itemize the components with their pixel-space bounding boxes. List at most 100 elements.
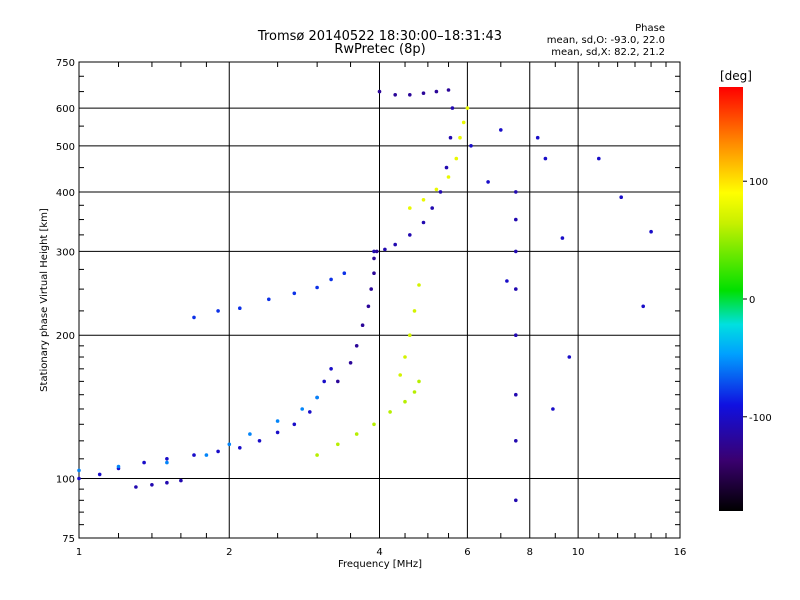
x-tick-label: 2 <box>226 547 232 558</box>
gridlines <box>79 62 680 538</box>
echo-point <box>192 453 196 457</box>
echo-point <box>649 229 653 234</box>
echo-point <box>275 430 280 435</box>
echo-point <box>354 432 359 436</box>
x-tick-labels: 1 2 4 6 8 10 16 <box>76 547 687 558</box>
echo-point <box>165 480 169 485</box>
echo-point <box>366 304 371 309</box>
echo-point <box>514 498 518 503</box>
echo-point <box>372 249 376 254</box>
echo-point <box>438 190 443 194</box>
x-tick-label: 10 <box>572 547 585 558</box>
echo-point <box>398 373 403 377</box>
echo-point <box>192 315 196 320</box>
echo-point <box>216 309 220 313</box>
echo-points <box>77 88 653 503</box>
minor-ticks <box>79 62 680 538</box>
x-tick-label: 6 <box>464 547 470 558</box>
y-tick-labels: 75 100 200 300 400 500 600 750 <box>56 58 75 545</box>
echo-point <box>505 279 509 283</box>
echo-point <box>227 442 232 447</box>
echo-point <box>535 135 540 140</box>
echo-point <box>142 460 146 465</box>
y-tick-label: 400 <box>56 188 75 199</box>
echo-point <box>514 249 518 254</box>
echo-point <box>567 355 572 359</box>
echo-point <box>408 206 412 210</box>
echo-point <box>315 453 319 457</box>
echo-point <box>329 367 333 371</box>
y-tick-label: 200 <box>56 331 75 342</box>
echo-point <box>430 206 435 210</box>
echo-point <box>514 333 518 338</box>
echo-point <box>408 93 412 97</box>
echo-point <box>300 407 305 411</box>
colorbar-tick-label: 0 <box>749 295 755 306</box>
echo-point <box>499 128 503 132</box>
echo-point <box>421 198 426 202</box>
echo-point <box>514 287 518 291</box>
echo-point <box>514 217 518 222</box>
echo-point <box>446 175 451 179</box>
x-tick-label: 4 <box>376 547 382 558</box>
echo-point <box>165 457 169 461</box>
echo-point <box>369 287 374 291</box>
x-tick-label: 1 <box>76 547 82 558</box>
echo-point <box>372 422 376 427</box>
echo-point <box>393 242 398 247</box>
echo-point <box>597 156 601 161</box>
echo-point <box>216 449 220 454</box>
echo-point <box>514 439 518 443</box>
y-tick-label: 500 <box>56 142 75 153</box>
echo-point <box>408 333 412 338</box>
colorbar-tick-label: -100 <box>749 413 772 424</box>
chart-title: Tromsø 20140522 18:30:00–18:31:43 <box>257 29 502 44</box>
echo-point <box>342 271 347 276</box>
colorbar-ticks: 100 0 -100 <box>743 177 772 424</box>
echo-point <box>248 432 252 436</box>
echo-point <box>421 220 426 225</box>
echo-point <box>348 361 353 365</box>
echo-point <box>372 271 376 276</box>
echo-point <box>388 410 392 414</box>
phase-stats-heading: Phase <box>635 23 665 34</box>
phase-stats-x: mean, sd,X: 82.2, 21.2 <box>551 47 665 58</box>
y-tick-label: 100 <box>56 475 75 486</box>
echo-point <box>543 156 548 161</box>
echo-point <box>116 464 121 469</box>
echo-point <box>641 304 645 309</box>
y-tick-label: 750 <box>56 58 75 69</box>
echo-point <box>450 106 455 110</box>
echo-point <box>446 88 451 92</box>
echo-point <box>448 135 453 140</box>
y-tick-label: 600 <box>56 104 75 115</box>
echo-point <box>412 309 417 313</box>
echo-point <box>408 233 412 237</box>
echo-point <box>315 395 319 400</box>
echo-point <box>257 439 262 443</box>
echo-point <box>97 472 102 477</box>
echo-point <box>434 89 439 94</box>
echo-point <box>375 249 379 254</box>
echo-point <box>461 120 466 125</box>
echo-point <box>514 392 518 397</box>
echo-point <box>434 187 439 192</box>
colorbar <box>719 87 743 511</box>
colorbar-tick-label: 100 <box>749 177 768 188</box>
echo-point <box>238 446 242 450</box>
echo-point <box>421 91 426 95</box>
echo-point <box>417 283 421 287</box>
colorbar-label: [deg] <box>720 69 752 83</box>
x-tick-label: 16 <box>674 547 687 558</box>
chart-subtitle: RwPretec (8p) <box>334 42 425 57</box>
echo-point <box>551 407 555 411</box>
echo-point <box>417 379 421 384</box>
echo-point <box>267 297 271 302</box>
echo-point <box>275 419 280 423</box>
echo-point <box>372 256 376 261</box>
echo-point <box>454 156 459 161</box>
echo-point <box>329 277 333 282</box>
echo-point <box>322 379 327 384</box>
echo-point <box>179 478 183 483</box>
echo-point <box>444 165 449 170</box>
